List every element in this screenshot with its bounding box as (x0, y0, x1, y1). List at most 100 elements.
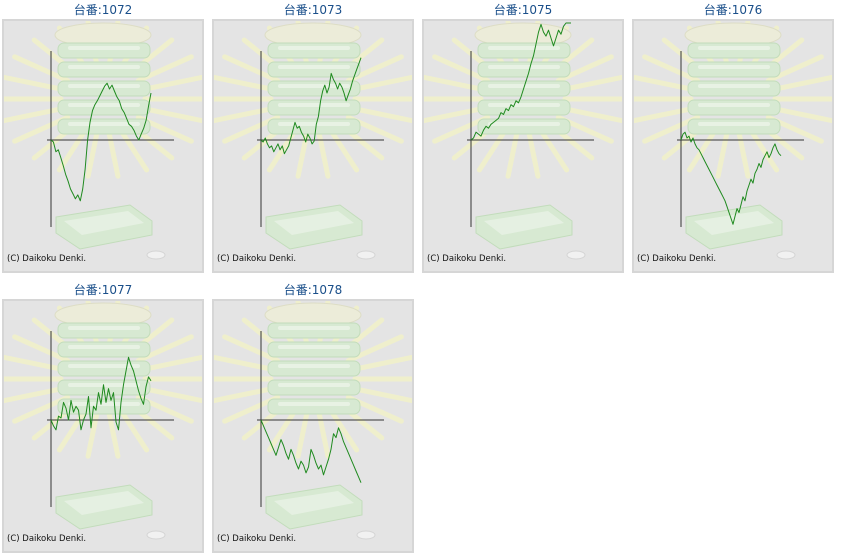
slump-graph[interactable]: (C) Daikoku Denki. (214, 301, 412, 551)
light-ray (222, 334, 281, 364)
slump-line (260, 57, 362, 155)
light-ray (424, 106, 486, 124)
tier-highlight (68, 46, 140, 50)
tier-highlight (68, 122, 140, 126)
tier-highlight (698, 103, 770, 107)
graph-frame: (C) Daikoku Denki. (422, 19, 624, 273)
graph-frame: (C) Daikoku Denki. (632, 19, 834, 273)
light-ray (537, 127, 570, 173)
light-ray (634, 74, 696, 92)
machine-tier (267, 42, 361, 59)
tier-highlight (278, 364, 350, 368)
machine-tier (57, 322, 151, 339)
slump-graph[interactable]: (C) Daikoku Denki. (634, 21, 832, 271)
light-ray (560, 74, 622, 92)
machine-card-1076: 台番:1076 (C) Daikoku Denki. (631, 0, 835, 276)
slump-graph[interactable]: (C) Daikoku Denki. (4, 21, 202, 271)
tier-highlight (278, 65, 350, 69)
machine-card-1072: 台番:1072 (C) Daikoku Denki. (1, 0, 205, 276)
machine-tier (267, 398, 361, 415)
machine-tier (57, 61, 151, 78)
light-ray (4, 74, 66, 92)
light-ray (747, 127, 780, 173)
copyright-text: (C) Daikoku Denki. (217, 254, 296, 264)
copyright-text: (C) Daikoku Denki. (7, 254, 86, 264)
tier-highlight (278, 345, 350, 349)
machine-number-link[interactable]: 台番:1075 (493, 3, 553, 17)
tier-highlight (278, 402, 350, 406)
graph-frame: (C) Daikoku Denki. (212, 19, 414, 273)
machine-tier (57, 360, 151, 377)
slump-graph[interactable]: (C) Daikoku Denki. (4, 301, 202, 551)
slump-line (50, 356, 152, 431)
light-ray (327, 127, 360, 173)
light-ray (4, 106, 66, 124)
machine-number-link[interactable]: 台番:1073 (283, 3, 343, 17)
light-ray (4, 354, 66, 372)
coin-illustration (146, 530, 166, 540)
light-ray (56, 127, 89, 173)
machine-number-link[interactable]: 台番:1076 (703, 3, 763, 17)
graph-frame: (C) Daikoku Denki. (212, 299, 414, 553)
copyright-text: (C) Daikoku Denki. (7, 534, 86, 544)
tier-highlight (698, 122, 770, 126)
machine-card-1073: 台番:1073 (C) Daikoku Denki. (211, 0, 415, 276)
light-ray (4, 386, 66, 404)
tier-highlight (68, 103, 140, 107)
tier-highlight (278, 84, 350, 88)
light-ray (12, 334, 71, 364)
machine-illustration (424, 21, 622, 260)
tier-highlight (278, 103, 350, 107)
coin-illustration (356, 250, 376, 260)
light-ray (117, 127, 150, 173)
coin-illustration (566, 250, 586, 260)
tier-highlight (278, 383, 350, 387)
machine-number-link[interactable]: 台番:1072 (73, 3, 133, 17)
light-ray (770, 106, 832, 124)
coin-illustration (776, 250, 796, 260)
tray-inner (64, 211, 144, 235)
machine-illustration (4, 21, 202, 260)
tray-inner (484, 211, 564, 235)
machine-illustration (634, 21, 832, 260)
light-ray (350, 106, 412, 124)
light-ray (222, 54, 281, 84)
machine-tier (267, 341, 361, 358)
light-ray (350, 74, 412, 92)
machine-tier (687, 61, 781, 78)
slump-line (680, 131, 782, 225)
light-ray (350, 354, 412, 372)
machine-tier (57, 99, 151, 116)
light-ray (560, 106, 622, 124)
light-ray (634, 106, 696, 124)
machine-tier (477, 118, 571, 135)
machine-tier (477, 61, 571, 78)
light-ray (140, 386, 202, 404)
machine-tier (57, 118, 151, 135)
machine-tier (57, 42, 151, 59)
machine-card-1077: 台番:1077 (C) Daikoku Denki. (1, 280, 205, 556)
machine-tier (267, 360, 361, 377)
tier-highlight (68, 326, 140, 330)
light-ray (327, 407, 360, 453)
light-ray (686, 127, 719, 173)
light-ray (140, 106, 202, 124)
copyright-text: (C) Daikoku Denki. (427, 254, 506, 264)
machine-tier (267, 80, 361, 97)
machine-tier (267, 322, 361, 339)
machine-number-link[interactable]: 台番:1077 (73, 283, 133, 297)
slump-graph[interactable]: (C) Daikoku Denki. (214, 21, 412, 271)
machine-number-link[interactable]: 台番:1078 (283, 283, 343, 297)
slump-graph[interactable]: (C) Daikoku Denki. (424, 21, 622, 271)
light-ray (214, 354, 276, 372)
machine-tier (267, 379, 361, 396)
machine-tier (477, 99, 571, 116)
light-ray (642, 54, 701, 84)
tier-highlight (488, 122, 560, 126)
machine-illustration (214, 21, 412, 260)
tier-highlight (698, 46, 770, 50)
slump-line (470, 22, 571, 141)
machine-illustration (214, 301, 412, 540)
machine-tier (687, 99, 781, 116)
